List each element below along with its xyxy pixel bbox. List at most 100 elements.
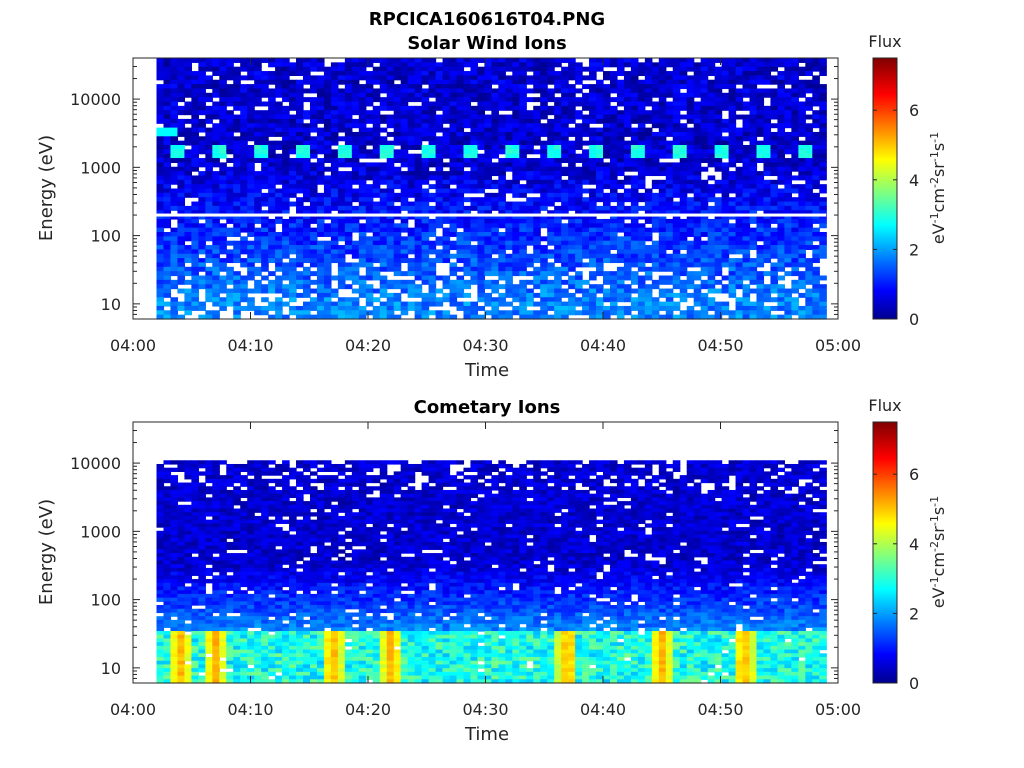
heatmap-cell <box>616 305 625 311</box>
heatmap-cell <box>603 271 611 277</box>
heatmap-cell <box>651 258 660 264</box>
heatmap-cell <box>707 127 716 133</box>
heatmap-cell <box>582 114 590 120</box>
heatmap-cell <box>596 314 604 320</box>
heatmap-cell <box>707 105 716 111</box>
heatmap-cell <box>763 71 772 76</box>
heatmap-cell <box>205 275 213 281</box>
heatmap-cell <box>316 145 325 150</box>
heatmap-cell <box>512 232 520 237</box>
heatmap-cell <box>163 262 172 268</box>
heatmap-cell <box>505 84 513 90</box>
heatmap-cell <box>603 205 611 211</box>
heatmap-cell <box>665 266 674 272</box>
heatmap-cell <box>679 62 688 68</box>
heatmap-cell <box>651 171 660 177</box>
heatmap-cell <box>672 140 681 146</box>
heatmap-cell <box>589 149 597 155</box>
heatmap-cell <box>784 140 792 146</box>
heatmap-cell <box>296 292 304 298</box>
heatmap-cell <box>693 110 702 116</box>
heatmap-cell <box>407 84 416 90</box>
heatmap-cell <box>163 162 172 168</box>
heatmap-cell <box>198 110 206 116</box>
heatmap-cell <box>582 84 590 90</box>
heatmap-cell <box>463 223 472 229</box>
heatmap-cell <box>156 236 165 242</box>
heatmap-cell <box>609 205 618 211</box>
heatmap-cell <box>400 66 409 72</box>
heatmap-cell <box>484 92 492 98</box>
heatmap-cell <box>554 149 562 155</box>
heatmap-cell <box>372 258 381 264</box>
heatmap-cell <box>637 66 646 72</box>
heatmap-cell <box>672 66 681 72</box>
heatmap-cell <box>686 271 695 277</box>
heatmap-cell <box>428 284 437 290</box>
heatmap-cell <box>393 258 402 264</box>
heatmap-cell <box>791 58 799 63</box>
heatmap-cell <box>505 158 513 163</box>
heatmap-cell <box>791 75 799 81</box>
heatmap-cell <box>582 301 590 307</box>
heatmap-cell <box>603 58 611 63</box>
heatmap-cell <box>177 127 186 133</box>
heatmap-cell <box>449 158 458 163</box>
heatmap-cell <box>316 310 325 316</box>
heatmap-cell <box>240 218 248 224</box>
heatmap-cell <box>379 136 388 142</box>
heatmap-cell <box>484 175 492 181</box>
heatmap-cell <box>316 114 325 120</box>
heatmap-cell <box>582 153 590 159</box>
heatmap-cell <box>498 127 506 133</box>
heatmap-cell <box>575 75 583 81</box>
heatmap-cell <box>623 192 632 198</box>
heatmap-cell <box>749 149 758 155</box>
heatmap-cell <box>540 71 548 76</box>
heatmap-cell <box>351 123 360 129</box>
heatmap-cell <box>784 114 792 120</box>
heatmap-cell <box>212 245 220 250</box>
heatmap-cell <box>784 101 792 107</box>
heatmap-cell <box>435 101 444 107</box>
heatmap-cell <box>547 127 555 133</box>
heatmap-cell <box>219 240 227 246</box>
heatmap-cell <box>616 118 625 124</box>
heatmap-cell <box>798 153 806 159</box>
heatmap-cell <box>400 171 409 177</box>
heatmap-cell <box>665 232 674 237</box>
heatmap-cell <box>330 184 339 190</box>
heatmap-cell <box>777 145 785 150</box>
heatmap-cell <box>637 158 646 163</box>
heatmap-cell <box>254 140 262 146</box>
heatmap-cell <box>582 201 590 207</box>
heatmap-cell <box>686 188 695 194</box>
heatmap-cell <box>644 188 653 194</box>
heatmap-cell <box>344 127 353 133</box>
heatmap-cell <box>303 162 311 168</box>
heatmap-cell <box>254 158 262 163</box>
heatmap-cell <box>596 66 604 72</box>
heatmap-cell <box>728 223 737 229</box>
heatmap-cell <box>784 66 792 72</box>
heatmap-cell <box>630 192 639 198</box>
heatmap-cell <box>770 162 779 168</box>
heatmap-cell <box>770 66 779 72</box>
heatmap-cell <box>700 188 709 194</box>
heatmap-cell <box>686 279 695 285</box>
heatmap-cell <box>296 71 304 76</box>
heatmap-cell <box>484 197 492 203</box>
heatmap-cell <box>226 279 234 285</box>
heatmap-cell <box>658 232 667 237</box>
heatmap-cell <box>268 184 276 190</box>
heatmap-cell <box>798 171 806 177</box>
heatmap-cell <box>247 305 255 311</box>
heatmap-cell <box>672 166 681 172</box>
heatmap-cell <box>358 314 367 320</box>
heatmap-cell <box>296 223 304 229</box>
heatmap-cell <box>484 127 492 133</box>
heatmap-cell <box>505 232 513 237</box>
heatmap-cell <box>393 262 402 268</box>
heatmap-cell <box>679 223 688 229</box>
heatmap-cell <box>156 301 165 307</box>
